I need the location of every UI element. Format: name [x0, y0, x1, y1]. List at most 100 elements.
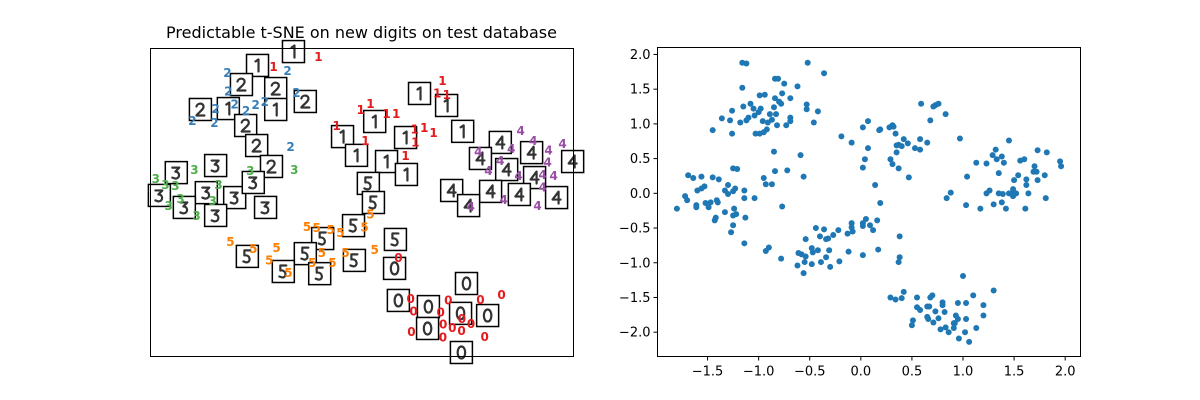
digit-thumbnail [362, 109, 387, 134]
digit-label: 2 [286, 140, 294, 154]
scatter-point [1015, 172, 1022, 179]
scatter-point [761, 91, 768, 98]
digit-thumbnail [407, 81, 432, 106]
scatter-point [925, 316, 932, 323]
scatter-point [861, 156, 868, 163]
digit-thumbnail [344, 143, 369, 168]
scatter-point [1011, 177, 1018, 184]
digit-label: 4 [538, 180, 546, 194]
scatter-point [797, 152, 804, 159]
x-tick-label: 0.0 [850, 365, 871, 380]
scatter-point [714, 199, 721, 206]
thumbnail-digit-image [201, 186, 211, 200]
digit-label: 3 [161, 178, 169, 192]
scatter-point [877, 126, 884, 133]
scatter-point [1010, 193, 1017, 200]
scatter-point [893, 149, 900, 156]
digit-label: 5 [328, 256, 336, 270]
digit-label: 3 [152, 172, 160, 186]
digit-thumbnail [494, 157, 519, 182]
scatter-point [759, 118, 766, 125]
scatter-point [803, 101, 810, 108]
scatter-point [1042, 195, 1049, 202]
x-tick-label: 2.0 [1055, 365, 1076, 380]
digit-label: 1 [314, 50, 322, 64]
thumbnail-digit-image [551, 190, 562, 205]
thumbnail-digit-image [242, 249, 252, 264]
scatter-point [954, 300, 961, 307]
scatter-point [693, 204, 700, 211]
x-tick-label: 0.5 [902, 365, 923, 380]
scatter-point [690, 175, 697, 182]
digit-label: 5 [272, 241, 280, 255]
scatter-point [694, 187, 701, 194]
thumbnail-digit-image [501, 162, 512, 177]
digit-thumbnail [281, 39, 306, 64]
thumbnail-digit-image [317, 231, 327, 246]
scatter-point [673, 205, 680, 212]
scatter-point [924, 139, 931, 146]
scatter-point [709, 127, 716, 134]
scatter-point [794, 83, 801, 90]
thumbnail-digit-image [456, 345, 467, 360]
digit-label: 2 [211, 102, 219, 116]
scatter-point [814, 108, 821, 115]
scatter-point [755, 109, 762, 116]
thumbnail-digit-image [443, 98, 449, 113]
y-tick-label: −1.5 [619, 291, 651, 306]
scatter-point [810, 119, 817, 126]
scatter-point [781, 80, 788, 87]
tsne-axes: Predictable t-SNE on new digits on test … [147, 23, 585, 365]
scatter-point [784, 167, 791, 174]
scatter-point [773, 111, 780, 118]
scatter-point [685, 172, 692, 179]
scatter-point [904, 140, 911, 147]
thumbnail-digit-image [154, 189, 164, 203]
digit-thumbnail [271, 259, 296, 284]
scatter-point [998, 153, 1005, 160]
digit-label: 0 [480, 330, 488, 344]
digit-label: 1 [443, 88, 451, 102]
digit-label: 3 [176, 192, 184, 206]
digit-thumbnail [507, 182, 532, 207]
scatter-point [766, 111, 773, 118]
digit-thumbnail [434, 93, 459, 118]
scatter-point [990, 287, 997, 294]
scatter-point [950, 325, 957, 332]
scatter-point [812, 225, 819, 232]
digit-label: 0 [457, 324, 465, 338]
scatter-point [1034, 147, 1041, 154]
scatter-point [999, 191, 1006, 198]
scatter-point [765, 244, 772, 251]
digit-label: 3 [290, 163, 298, 177]
digit-label: 0 [458, 312, 466, 326]
digit-label: 1 [433, 86, 441, 100]
digit-label: 3 [171, 179, 179, 193]
y-tick-label: −2.0 [619, 326, 651, 341]
scatter-point [963, 202, 970, 209]
digit-label: 3 [214, 178, 222, 192]
digit-thumbnail [245, 53, 270, 78]
digit-thumbnail [450, 119, 475, 144]
digit-thumbnail [253, 195, 278, 220]
y-tick-label: 0.0 [630, 187, 651, 202]
scatter-point [1034, 177, 1041, 184]
scatter-point [730, 222, 737, 229]
digit-label: 4 [538, 168, 546, 182]
y-tick-label: 0.5 [630, 152, 651, 167]
x-tick-label: 1.5 [1004, 365, 1025, 380]
scatter-point [1043, 149, 1050, 156]
scatter-point [859, 164, 866, 171]
digit-label: 5 [303, 220, 311, 234]
thumbnail-digit-image [179, 201, 189, 215]
scatter-point [870, 227, 877, 234]
scatter-point [935, 100, 942, 107]
right-axes-frame [657, 47, 1081, 357]
scatter-point [992, 146, 999, 153]
digit-label: 1 [411, 123, 419, 137]
scatter-point [778, 255, 785, 262]
scatter-point [808, 261, 815, 268]
digit-thumbnail [488, 130, 513, 155]
thumbnail-digit-image [567, 154, 578, 169]
digit-label: 0 [409, 305, 417, 319]
